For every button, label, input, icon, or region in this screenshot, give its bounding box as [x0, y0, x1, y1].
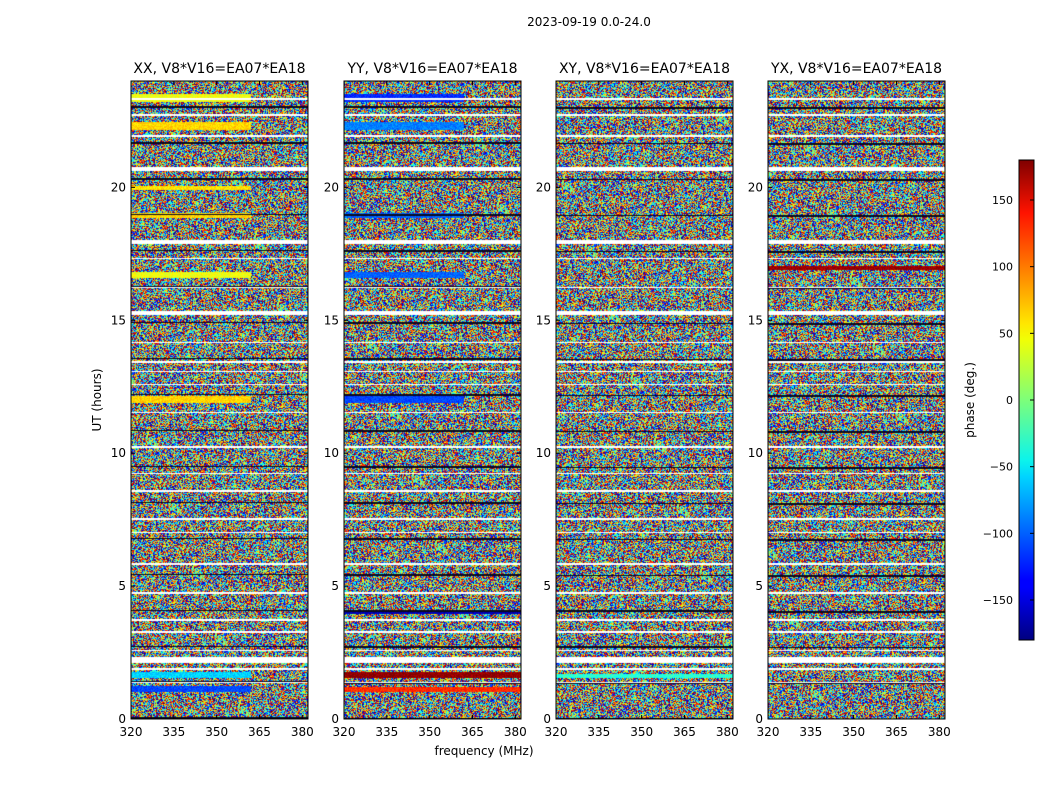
y-tick-label: 10: [324, 446, 339, 460]
x-tick-label: 335: [375, 725, 398, 739]
x-tick-label: 320: [333, 725, 356, 739]
y-axis-label: UT (hours): [90, 368, 104, 431]
y-tick-label: 20: [324, 180, 339, 194]
x-tick-label: 365: [248, 725, 271, 739]
panel-yx: YX, V8*V16=EA07*EA18 320 335 350 365 380 0 5 10 1…: [748, 61, 951, 739]
y-tick-label: 5: [755, 579, 763, 593]
x-tick-label: 380: [291, 725, 314, 739]
colorbar-tick-label: −100: [983, 527, 1013, 540]
panel-title: YY, V8*V16=EA07*EA18: [346, 61, 517, 77]
colorbar-tick-label: −150: [983, 594, 1013, 607]
phase-heatmap-image: [768, 81, 945, 719]
phase-heatmap-image: [344, 81, 521, 719]
y-tick-label: 20: [536, 180, 551, 194]
y-tick-label: 15: [324, 313, 339, 327]
colorbar-tick-label: 150: [992, 194, 1013, 207]
phase-heatmap-image: [131, 81, 308, 719]
colorbar-tick-label: 50: [999, 327, 1013, 340]
x-tick-label: 365: [461, 725, 484, 739]
y-tick-label: 10: [111, 446, 126, 460]
x-tick-label: 335: [587, 725, 610, 739]
panel-title: XY, V8*V16=EA07*EA18: [559, 61, 730, 77]
panel-xx: XX, V8*V16=EA07*EA18 320 335 350 365 380 0 5 10 1…: [111, 61, 314, 739]
y-tick-label: 10: [748, 446, 763, 460]
plot-frame: [767, 80, 946, 720]
y-tick-label: 0: [118, 712, 126, 726]
y-tick-label: 15: [748, 313, 763, 327]
x-tick-label: 350: [418, 725, 441, 739]
y-tick-label: 20: [748, 180, 763, 194]
colorbar: 150 100 50 0 −50 −100 −150: [983, 159, 1035, 641]
plot-frame: [130, 80, 309, 720]
colorbar-tick-label: −50: [990, 461, 1013, 474]
y-tick-label: 15: [536, 313, 551, 327]
x-tick-label: 350: [842, 725, 865, 739]
x-tick-label: 380: [504, 725, 527, 739]
x-tick-label: 350: [205, 725, 228, 739]
x-tick-label: 335: [162, 725, 185, 739]
x-tick-label: 380: [716, 725, 739, 739]
x-tick-label: 320: [120, 725, 143, 739]
y-tick-label: 10: [536, 446, 551, 460]
y-tick-label: 20: [111, 180, 126, 194]
colorbar-tick-label: 100: [992, 261, 1013, 274]
colorbar-tick-label: 0: [1006, 394, 1013, 407]
panel-title: YX, V8*V16=EA07*EA18: [770, 61, 942, 77]
panel-yy: YY, V8*V16=EA07*EA18 320 335 350 365 380 0 5 10 1…: [324, 61, 527, 739]
x-tick-label: 350: [630, 725, 653, 739]
x-tick-label: 365: [673, 725, 696, 739]
x-tick-label: 365: [885, 725, 908, 739]
plot-frame: [343, 80, 522, 720]
x-tick-label: 380: [928, 725, 951, 739]
y-tick-label: 0: [543, 712, 551, 726]
panel-title: XX, V8*V16=EA07*EA18: [133, 61, 305, 77]
y-tick-label: 15: [111, 313, 126, 327]
y-tick-label: 5: [331, 579, 339, 593]
colorbar-label: phase (deg.): [963, 362, 977, 438]
y-tick-label: 0: [755, 712, 763, 726]
x-tick-label: 335: [799, 725, 822, 739]
figure-suptitle: 2023-09-19 0.0-24.0: [527, 15, 651, 29]
x-tick-label: 320: [757, 725, 780, 739]
panel-xy: XY, V8*V16=EA07*EA18 320 335 350 365 380 0 5 10 1…: [536, 61, 739, 739]
phase-heatmap-image: [556, 81, 733, 719]
x-tick-label: 320: [545, 725, 568, 739]
y-tick-label: 5: [118, 579, 126, 593]
x-axis-label: frequency (MHz): [434, 744, 533, 758]
plot-frame: [555, 80, 734, 720]
y-tick-label: 5: [543, 579, 551, 593]
y-tick-label: 0: [331, 712, 339, 726]
